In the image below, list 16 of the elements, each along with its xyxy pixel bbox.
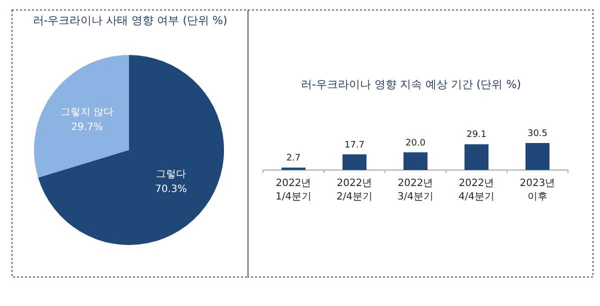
x-tick-label: 2022년 4/4분기: [458, 178, 495, 202]
x-tick-label: 2022년 3/4분기: [397, 178, 434, 202]
data-label: 2.7: [286, 154, 301, 164]
chart-title: 러-우크라이나 영향 지속 예상 기간 (단위 %): [301, 78, 521, 91]
slice-label: 그렇지 않다: [60, 106, 114, 118]
data-label: 30.5: [527, 129, 548, 139]
data-label: 17.7: [344, 140, 365, 150]
x-tick-label: 2022년 2/4분기: [336, 178, 373, 202]
chart-title: 러-우크라이나 사태 영향 여부 (단위 %): [32, 14, 228, 27]
data-label: 20.0: [405, 138, 426, 148]
data-label: 29.7%: [71, 122, 103, 133]
x-tick-label: 2022년 1/4분기: [275, 178, 312, 202]
slice-label: 그렇다: [156, 169, 186, 180]
x-tick-label: 2023년 이후: [520, 178, 556, 202]
data-label: 70.3%: [155, 184, 187, 196]
data-label: 29.1: [466, 130, 487, 140]
